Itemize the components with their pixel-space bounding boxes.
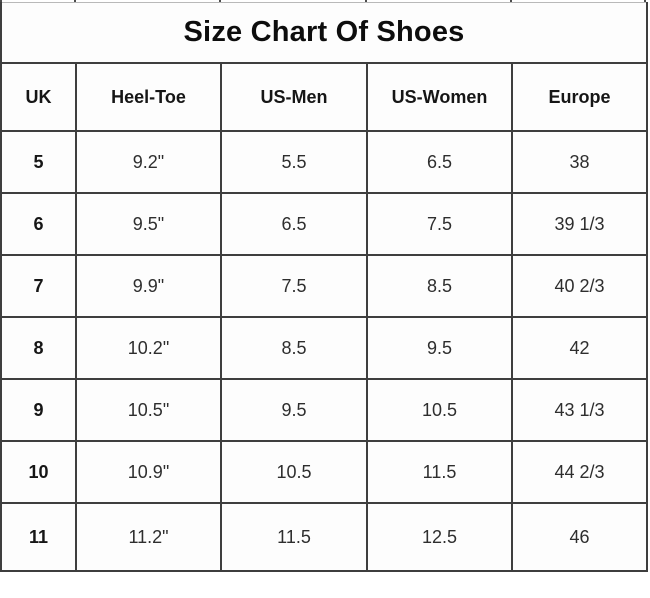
table-cell: 42 [510,316,649,380]
table-cell: 6.5 [220,192,368,256]
column-header-us-men: US-Men [220,62,368,132]
table-cell: 12.5 [366,502,513,572]
table-cell: 9 [0,378,77,442]
table-row: 6 9.5" 6.5 7.5 39 1/3 [0,192,649,256]
table-cell: 6 [0,192,77,256]
table-cell: 44 2/3 [510,440,649,504]
column-header-heel-toe: Heel-Toe [75,62,222,132]
table-cell: 11 [0,502,77,572]
table-cell: 10.5 [220,440,368,504]
table-cell: 11.2" [75,502,222,572]
table-cell: 9.5 [220,378,368,442]
table-cell: 5 [0,130,77,194]
table-row: 9 10.5" 9.5 10.5 43 1/3 [0,378,649,442]
table-cell: 46 [510,502,649,572]
table-cell: 10.5 [366,378,513,442]
table-cell: 40 2/3 [510,254,649,318]
table-row: 10 10.9" 10.5 11.5 44 2/3 [0,440,649,504]
table-cell: 10.5" [75,378,222,442]
table-cell: 11.5 [220,502,368,572]
table-cell: 10 [0,440,77,504]
table-cell: 8.5 [366,254,513,318]
table-cell: 9.5 [366,316,513,380]
table-cell: 9.9" [75,254,222,318]
table-row: 5 9.2" 5.5 6.5 38 [0,130,649,194]
table-cell: 43 1/3 [510,378,649,442]
table-cell: 39 1/3 [510,192,649,256]
shoe-size-chart-table: Size Chart Of Shoes UK Heel-Toe US-Men U… [0,2,649,572]
table-cell: 11.5 [366,440,513,504]
table-cell: 8 [0,316,77,380]
table-cell: 5.5 [220,130,368,194]
table-cell: 7.5 [220,254,368,318]
table-cell: 6.5 [366,130,513,194]
title-row: Size Chart Of Shoes [0,2,649,64]
column-header-europe: Europe [510,62,649,132]
header-row: UK Heel-Toe US-Men US-Women Europe [0,62,649,132]
table-cell: 9.2" [75,130,222,194]
column-header-uk: UK [0,62,77,132]
table-row: 8 10.2" 8.5 9.5 42 [0,316,649,380]
table-title: Size Chart Of Shoes [0,2,649,64]
table-cell: 9.5" [75,192,222,256]
table-cell: 8.5 [220,316,368,380]
column-header-us-women: US-Women [366,62,513,132]
table-row: 7 9.9" 7.5 8.5 40 2/3 [0,254,649,318]
table-cell: 38 [510,130,649,194]
table-row: 11 11.2" 11.5 12.5 46 [0,502,649,572]
table-cell: 10.9" [75,440,222,504]
table-cell: 7.5 [366,192,513,256]
table-cell: 7 [0,254,77,318]
table-cell: 10.2" [75,316,222,380]
